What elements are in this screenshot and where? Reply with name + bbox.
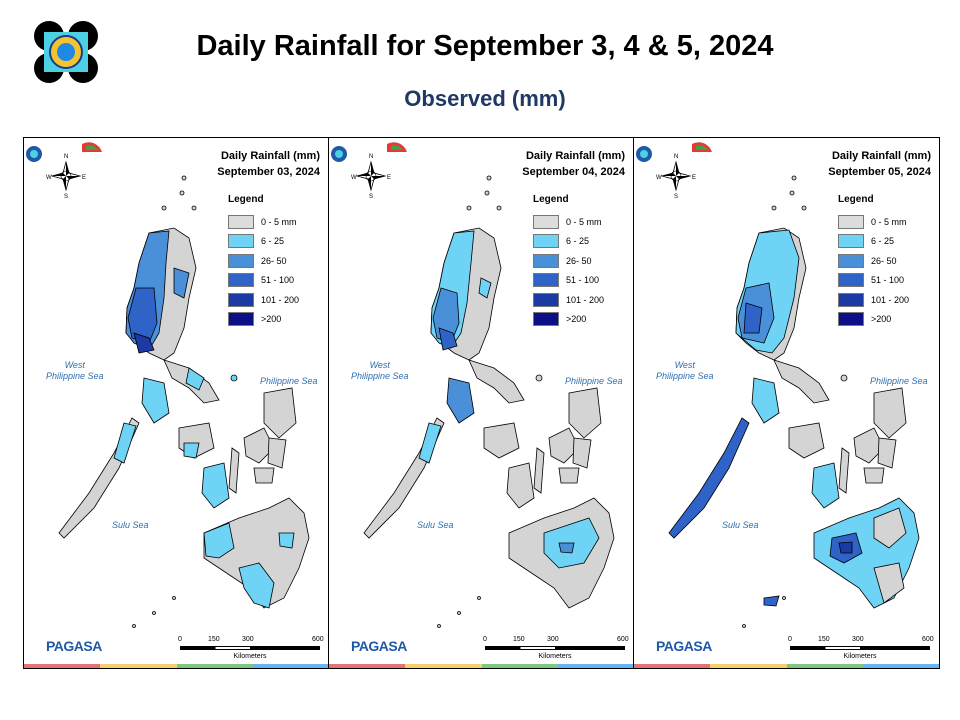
map-panel-sep-04: N S E W Daily Rainfall (mm) September 04… bbox=[329, 138, 634, 668]
sea-label-south: Sulu Sea bbox=[722, 520, 759, 530]
compass-n: N bbox=[369, 154, 373, 160]
compass-n: N bbox=[674, 154, 678, 160]
legend-item: 26- 50 bbox=[228, 251, 299, 271]
page-title: Daily Rainfall for September 3, 4 & 5, 2… bbox=[196, 30, 774, 62]
legend-item: 0 - 5 mm bbox=[228, 212, 299, 232]
compass-rose-icon bbox=[50, 160, 82, 192]
panel-title-line1: Daily Rainfall (mm) bbox=[525, 150, 625, 162]
philippines-map: N S E W bbox=[656, 154, 920, 628]
scale-bar: 0 150 300 600 Kilometers bbox=[178, 636, 324, 660]
legend-item: 101 - 200 bbox=[533, 290, 604, 310]
legend-item: 101 - 200 bbox=[228, 290, 299, 310]
panel-title-line1: Daily Rainfall (mm) bbox=[220, 150, 320, 162]
color-stripe bbox=[634, 664, 939, 668]
compass-w: W bbox=[46, 175, 52, 181]
scale-bar: 0 150 300 600 Kilometers bbox=[788, 636, 934, 660]
legend: Legend 0 - 5 mm 6 - 25 26- 50 51 - 100 1… bbox=[533, 194, 604, 329]
panel-date: September 03, 2024 bbox=[217, 166, 320, 178]
pagasa-wordmark: PAGASA bbox=[351, 638, 407, 654]
legend-item: 101 - 200 bbox=[838, 290, 909, 310]
legend-title: Legend bbox=[838, 194, 874, 205]
compass-e: E bbox=[692, 175, 696, 181]
panel-date: September 05, 2024 bbox=[828, 166, 931, 178]
compass-s: S bbox=[369, 194, 373, 200]
legend-item: 26- 50 bbox=[838, 251, 909, 271]
map-panels: N S E W Daily Rainfall (mm) September 03… bbox=[23, 137, 940, 669]
legend-item: 6 - 25 bbox=[838, 232, 909, 252]
legend-title: Legend bbox=[533, 194, 569, 205]
pagasa-logo bbox=[26, 142, 102, 162]
sea-label-east: Philippine Sea bbox=[260, 376, 318, 386]
compass-rose-icon bbox=[355, 160, 387, 192]
map-panel-sep-03: N S E W Daily Rainfall (mm) September 03… bbox=[24, 138, 329, 668]
compass-n: N bbox=[64, 154, 68, 160]
compass-rose-icon bbox=[660, 160, 692, 192]
compass-s: S bbox=[674, 194, 678, 200]
legend-item: 0 - 5 mm bbox=[838, 212, 909, 232]
panel-title: Daily Rainfall (mm) September 05, 2024 bbox=[828, 148, 931, 180]
legend-item: 0 - 5 mm bbox=[533, 212, 604, 232]
page-subtitle: Observed (mm) bbox=[404, 86, 566, 111]
compass-s: S bbox=[64, 194, 68, 200]
panel-title: Daily Rainfall (mm) September 03, 2024 bbox=[217, 148, 320, 180]
philippines-map: N S E W bbox=[351, 154, 615, 628]
sea-label-west: West Philippine Sea bbox=[656, 360, 714, 381]
legend: Legend 0 - 5 mm 6 - 25 26- 50 51 - 100 1… bbox=[838, 194, 909, 329]
color-stripe bbox=[24, 664, 328, 668]
compass-w: W bbox=[351, 175, 357, 181]
philippines-map: N S E W bbox=[46, 154, 310, 628]
legend-item: 51 - 100 bbox=[533, 271, 604, 291]
pagasa-logo bbox=[331, 142, 407, 162]
legend-item: >200 bbox=[228, 310, 299, 330]
sea-label-east: Philippine Sea bbox=[870, 376, 928, 386]
scale-bar: 0 150 300 600 Kilometers bbox=[483, 636, 629, 660]
pagasa-wordmark: PAGASA bbox=[656, 638, 712, 654]
sea-label-south: Sulu Sea bbox=[417, 520, 454, 530]
panel-title: Daily Rainfall (mm) September 04, 2024 bbox=[522, 148, 625, 180]
compass-e: E bbox=[387, 175, 391, 181]
legend: Legend 0 - 5 mm 6 - 25 26- 50 51 - 100 1… bbox=[228, 194, 299, 329]
color-stripe bbox=[329, 664, 633, 668]
dost-logo bbox=[32, 20, 100, 84]
legend-item: >200 bbox=[533, 310, 604, 330]
map-panel-sep-05: N S E W Daily Rainfall (mm) September 05… bbox=[634, 138, 939, 668]
legend-item: >200 bbox=[838, 310, 909, 330]
sea-label-west: West Philippine Sea bbox=[46, 360, 104, 381]
legend-item: 6 - 25 bbox=[533, 232, 604, 252]
pagasa-wordmark: PAGASA bbox=[46, 638, 102, 654]
legend-item: 51 - 100 bbox=[838, 271, 909, 291]
panel-date: September 04, 2024 bbox=[522, 166, 625, 178]
legend-item: 51 - 100 bbox=[228, 271, 299, 291]
compass-e: E bbox=[82, 175, 86, 181]
sea-label-west: West Philippine Sea bbox=[351, 360, 409, 381]
compass-w: W bbox=[656, 175, 662, 181]
sea-label-east: Philippine Sea bbox=[565, 376, 623, 386]
legend-title: Legend bbox=[228, 194, 264, 205]
panel-title-line1: Daily Rainfall (mm) bbox=[831, 150, 931, 162]
pagasa-logo bbox=[636, 142, 712, 162]
legend-item: 26- 50 bbox=[533, 251, 604, 271]
legend-item: 6 - 25 bbox=[228, 232, 299, 252]
sea-label-south: Sulu Sea bbox=[112, 520, 149, 530]
